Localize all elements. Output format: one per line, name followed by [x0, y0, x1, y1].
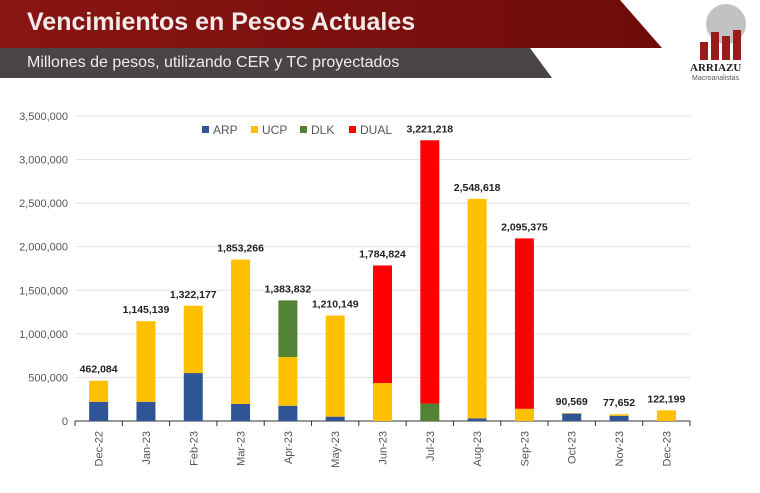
legend-swatch-dual [349, 126, 356, 133]
total-label: 1,784,824 [359, 248, 406, 260]
bar-segment-ucp [89, 380, 109, 402]
bar-segment-ucp [325, 315, 345, 417]
bar-segment-arp [609, 415, 629, 421]
bar-segment-ucp [136, 321, 156, 402]
total-label: 1,145,139 [123, 304, 170, 316]
total-label: 462,084 [80, 364, 118, 376]
total-label: 77,652 [603, 397, 635, 409]
x-tick-label: Nov-23 [614, 431, 626, 466]
y-tick-label: 2,000,000 [19, 242, 68, 254]
total-label: 3,221,218 [406, 123, 453, 135]
logo-globe-icon [700, 4, 746, 60]
bar-segment-ucp [278, 356, 298, 406]
stacked-bar-chart: 0 500,000 1,000,000 1,500,000 2,000,000 2,500… [19, 111, 691, 468]
total-label: 122,199 [647, 393, 685, 405]
bar-segment-ucp [467, 198, 487, 419]
page-subtitle: Millones de pesos, utilizando CER y TC p… [27, 54, 400, 71]
y-tick-label: 3,500,000 [19, 111, 68, 123]
subtitle-banner [0, 48, 552, 78]
legend-label: UCP [262, 123, 287, 137]
bar-segment-dlk [420, 403, 440, 421]
bar-segment-dlk [278, 300, 298, 357]
total-label: 1,383,832 [265, 283, 312, 295]
bar-segment-arp [467, 418, 487, 421]
x-tick-label: Dec-23 [661, 431, 673, 466]
x-tick-label: May-23 [330, 431, 342, 468]
bar-segment-ucp [514, 408, 534, 421]
y-tick-label: 500,000 [28, 372, 68, 384]
total-label: 1,210,149 [312, 299, 359, 311]
bar-segment-arp [325, 416, 345, 421]
total-label: 1,322,177 [170, 289, 217, 301]
bar-segment-arp [136, 401, 156, 421]
bar-segment-ucp [231, 259, 251, 405]
logo-text: ARRIAZU [690, 62, 742, 74]
x-tick-label: Aug-23 [472, 431, 484, 466]
bar-segment-ucp [656, 410, 676, 421]
bar-segment-ucp [373, 383, 392, 421]
bar-segment-arp [562, 413, 582, 421]
bar-segment-dual [514, 238, 534, 409]
y-tick-label: 3,000,000 [19, 155, 68, 167]
bar-segment-arp [89, 401, 109, 421]
y-tick-label: 1,000,000 [19, 329, 68, 341]
x-tick-label: Sep-23 [519, 431, 531, 466]
bar-segment-dual [420, 140, 440, 404]
x-tick-label: Mar-23 [236, 431, 248, 466]
y-tick-label: 0 [62, 416, 68, 428]
legend-label: DUAL [360, 123, 392, 137]
logo-subtext: Macroanalistas [692, 75, 740, 82]
legend-swatch-arp [202, 126, 209, 133]
bar-segment-arp [231, 404, 251, 421]
title-banner [0, 0, 662, 48]
legend-swatch-dlk [300, 126, 307, 133]
x-tick-label: Dec-22 [94, 431, 106, 466]
bar-segment-dual [373, 265, 392, 384]
x-tick-label: Jul-23 [425, 431, 437, 461]
legend-swatch-ucp [251, 126, 258, 133]
y-tick-label: 2,500,000 [19, 198, 68, 210]
bar-segment-ucp [609, 414, 629, 416]
x-tick-label: Oct-23 [567, 431, 579, 464]
page-title: Vencimientos en Pesos Actuales [27, 8, 416, 36]
bar-segment-arp [183, 373, 203, 421]
total-label: 2,095,375 [501, 221, 548, 233]
legend-label: ARP [213, 123, 238, 137]
x-tick-label: Jan-23 [141, 431, 153, 465]
total-label: 90,569 [556, 396, 588, 408]
x-tick-label: Apr-23 [283, 431, 295, 464]
bar-segment-arp [278, 405, 298, 421]
legend-label: DLK [311, 123, 334, 137]
total-label: 2,548,618 [454, 182, 501, 194]
x-tick-label: Jun-23 [378, 431, 390, 465]
y-tick-label: 1,500,000 [19, 285, 68, 297]
total-label: 1,853,266 [217, 243, 264, 255]
x-tick-label: Feb-23 [188, 431, 200, 466]
bar-segment-ucp [183, 305, 203, 374]
